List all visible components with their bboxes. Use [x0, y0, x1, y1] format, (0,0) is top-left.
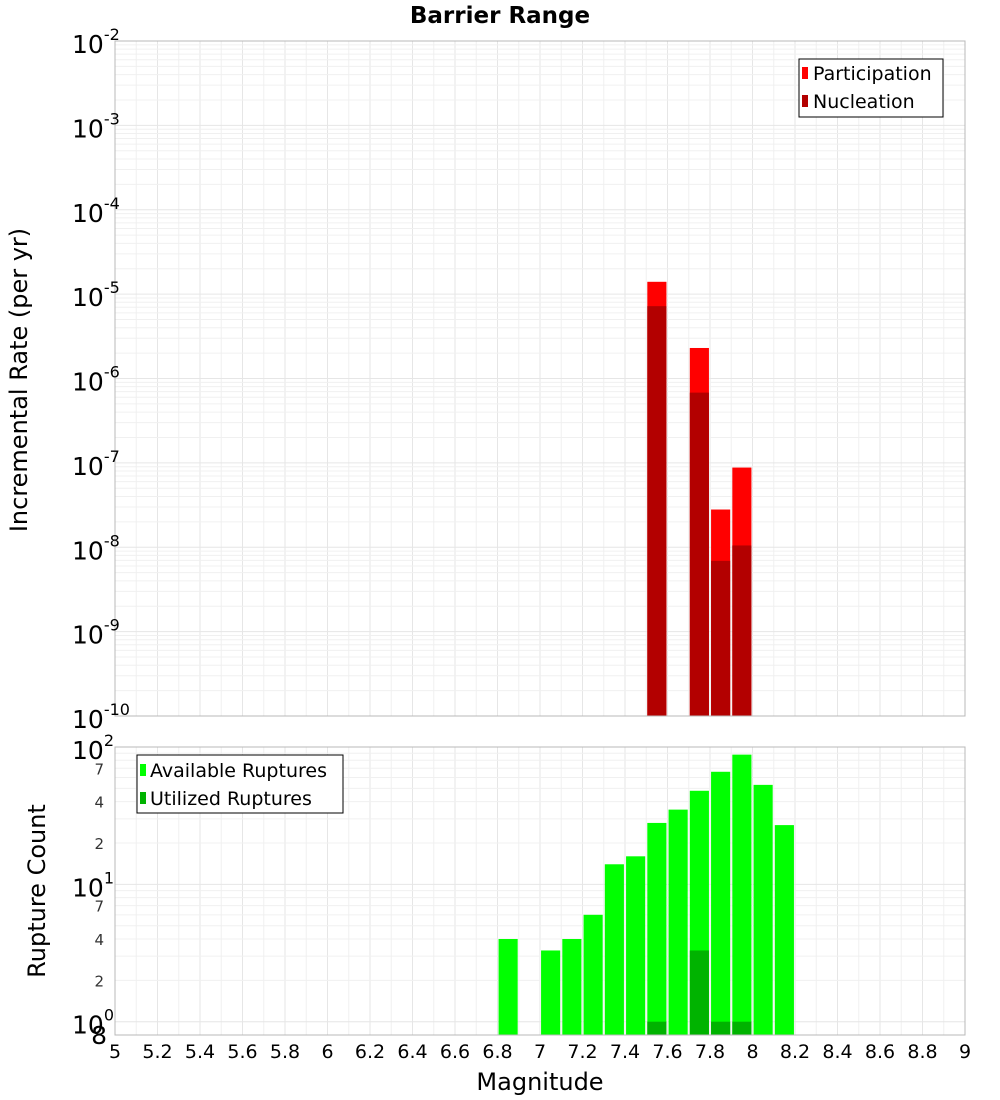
x-tick-label: 7: [534, 1041, 546, 1063]
x-tick-label: 9: [959, 1041, 971, 1063]
top-y-tick-label: 10-3: [72, 109, 120, 143]
bottom-bar-available-ruptures: [562, 939, 582, 1035]
bottom-y-axis-label: Rupture Count: [23, 804, 51, 978]
top-bar-nucleation: [689, 392, 709, 716]
bottom-y-minor-tick-label: 4: [94, 931, 104, 949]
legend-swatch-participation: [802, 67, 808, 79]
bottom-bar-available-ruptures: [753, 784, 773, 1035]
legend-label-participation: Participation: [813, 63, 932, 85]
bottom-bar-utilized-ruptures: [689, 950, 709, 1035]
legend-swatch-nucleation: [802, 95, 808, 107]
bottom-y-minor-tick-label: 7: [94, 760, 104, 778]
top-panel: 10-10 10-9 10-8 10-7 10-6 10-5 10-4 10-3 10-2 In…: [5, 25, 966, 734]
bottom-bar-available-ruptures: [626, 856, 646, 1035]
x-tick-label: 6: [321, 1041, 333, 1063]
bottom-bar-available-ruptures: [711, 771, 731, 1035]
bottom-y-minor-tick-label: 4: [94, 794, 104, 812]
top-bar-nucleation: [732, 545, 752, 716]
top-y-tick-label: 10-4: [72, 194, 120, 228]
bottom-panel: 100 101 102 2 4 7 2 4 7 8 5 5.2 5.4 5.6 5.8 6 6.2 6.4 6.6…: [23, 731, 971, 1096]
x-tick-label: 7.2: [567, 1041, 597, 1063]
bottom-bar-available-ruptures: [774, 825, 794, 1035]
top-bars: [647, 281, 752, 716]
bottom-bar-utilized-ruptures: [647, 1021, 667, 1035]
x-tick-label: 8: [746, 1041, 758, 1063]
x-tick-label: 5.4: [185, 1041, 215, 1063]
x-tick-label: 6.6: [440, 1041, 470, 1063]
x-tick-label: 7.8: [695, 1041, 725, 1063]
top-y-tick-label: 10-6: [72, 363, 120, 397]
top-bar-nucleation: [647, 306, 667, 716]
top-y-ticks: 10-10 10-9 10-8 10-7 10-6 10-5 10-4 10-3 10-2: [72, 25, 130, 734]
top-y-tick-label: 10-2: [72, 25, 120, 59]
bottom-y-tick-label: 100: [72, 1006, 114, 1040]
legend-label-nucleation: Nucleation: [813, 91, 915, 113]
top-y-tick-label: 10-8: [72, 531, 120, 565]
bottom-y-tick-label: 101: [72, 868, 114, 902]
legend-swatch-utilized: [140, 792, 146, 804]
legend-label-utilized: Utilized Ruptures: [150, 788, 312, 810]
bottom-bar-available-ruptures: [498, 939, 518, 1035]
bottom-bar-available-ruptures: [541, 950, 561, 1035]
top-legend-box: [798, 58, 944, 118]
bottom-legend: Available Ruptures Utilized Ruptures: [136, 754, 344, 814]
bottom-bar-available-ruptures: [668, 809, 688, 1035]
x-tick-label: 7.4: [610, 1041, 640, 1063]
x-tick-label: 5.8: [270, 1041, 300, 1063]
bottom-plot-frame: [114, 746, 966, 1036]
x-axis-label: Magnitude: [476, 1068, 603, 1096]
bottom-y-minor-tick-label: 2: [94, 972, 104, 990]
bottom-y-minor-tick-label: 2: [94, 835, 104, 853]
x-tick-label: 6.2: [355, 1041, 385, 1063]
legend-swatch-available: [140, 764, 146, 776]
x-tick-label: 6.4: [397, 1041, 427, 1063]
bottom-bar-utilized-ruptures: [732, 1021, 752, 1035]
x-tick-label: 8.2: [780, 1041, 810, 1063]
bottom-gridlines: [114, 746, 966, 1035]
x-tick-label: 7.6: [652, 1041, 682, 1063]
bottom-y-tick-label: 102: [72, 731, 114, 765]
x-tick-label: 5: [109, 1041, 121, 1063]
bottom-legend-box: [136, 754, 344, 814]
x-ticks: 5 5.2 5.4 5.6 5.8 6 6.2 6.4 6.6 6.8 7 7.2 7.4 7.6 7.8 8…: [109, 1041, 971, 1063]
top-plot-frame: [114, 40, 966, 717]
legend-label-available: Available Ruptures: [150, 760, 327, 782]
x-tick-label: 8.4: [822, 1041, 852, 1063]
top-bar-nucleation: [711, 560, 731, 716]
top-gridlines: [114, 41, 966, 717]
top-y-tick-label: 10-5: [72, 278, 120, 312]
bottom-bars: [498, 754, 794, 1035]
x-tick-label: 8.8: [907, 1041, 937, 1063]
bottom-bar-available-ruptures: [647, 822, 667, 1035]
x-tick-label: 5.6: [227, 1041, 257, 1063]
top-y-axis-label: Incremental Rate (per yr): [5, 228, 33, 532]
bottom-y-ticks: 100 101 102 2 4 7 2 4 7 8: [72, 731, 114, 1050]
bottom-bar-available-ruptures: [732, 754, 752, 1035]
x-tick-label: 5.2: [142, 1041, 172, 1063]
top-y-tick-label: 10-9: [72, 616, 120, 650]
bottom-y-tick-label-lower: 8: [91, 1021, 107, 1050]
bottom-y-minor-tick-label: 7: [94, 898, 104, 916]
top-legend: Participation Nucleation: [798, 58, 944, 118]
x-tick-label: 8.6: [865, 1041, 895, 1063]
chart-title: Barrier Range: [410, 3, 590, 29]
bottom-bar-available-ruptures: [583, 914, 603, 1035]
bottom-bar-available-ruptures: [604, 864, 624, 1035]
bottom-bar-utilized-ruptures: [711, 1021, 731, 1035]
top-y-tick-label: 10-7: [72, 447, 120, 481]
top-y-tick-label: 10-10: [72, 700, 130, 734]
x-tick-label: 6.8: [482, 1041, 512, 1063]
